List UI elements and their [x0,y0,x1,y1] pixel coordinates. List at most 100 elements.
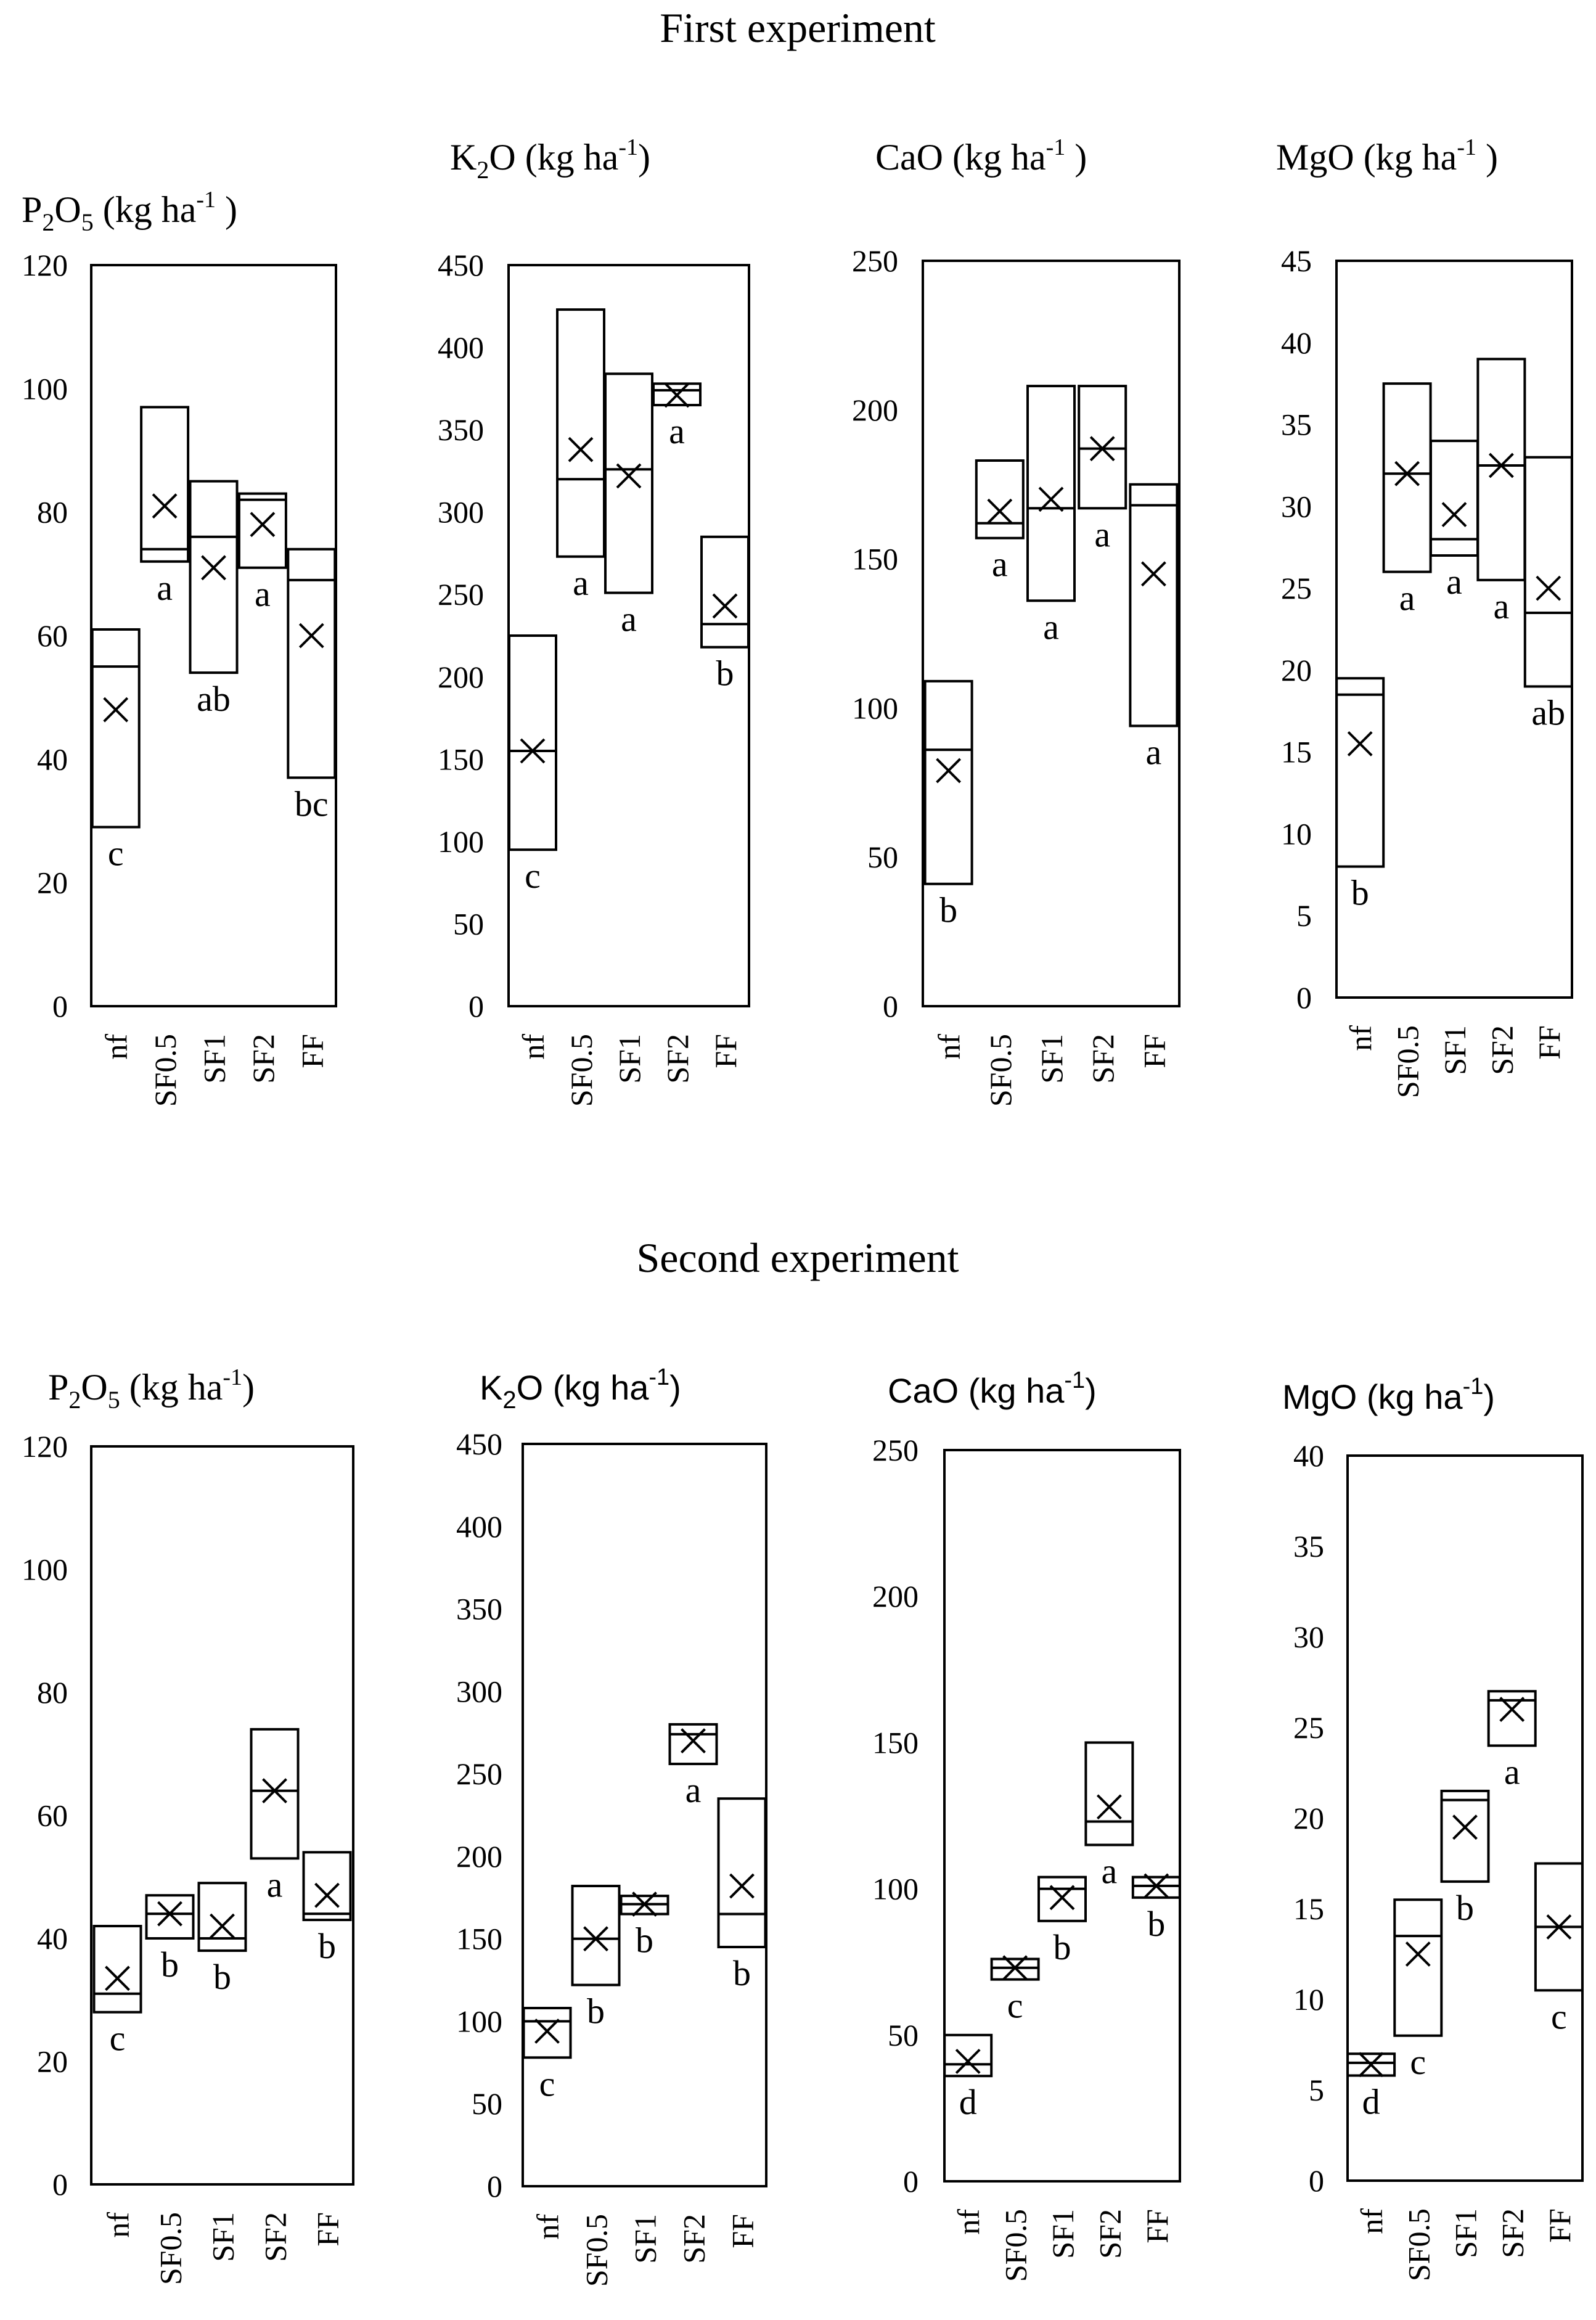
y-tick-label: 0 [883,989,898,1023]
y-tick-label: 20 [37,866,68,900]
box-FF [717,1797,767,1949]
x-category-label: SF0.5 [999,2209,1033,2282]
y-tick-label: 250 [438,577,484,612]
x-category-label: SF0.5 [1401,2208,1436,2281]
panel-title: P2O5 (kg ha-1) [48,1364,255,1414]
y-tick-label: 20 [1281,653,1312,687]
y-tick-label: 0 [1296,980,1312,1015]
panels: P2O5 (kg ha-1 )020406080100120cnfaSF0.5a… [22,134,1584,2287]
significance-letter: a [992,544,1008,584]
y-tick-label: 100 [872,1872,919,1906]
experiment1-title: First experiment [660,4,936,51]
box-nf [508,634,557,851]
x-category-label: SF2 [258,2212,293,2262]
x-category-label: FF [311,2212,345,2247]
x-category-label: nf [1343,1025,1378,1051]
x-category-label: SF1 [1046,2209,1080,2259]
mean-marker [1089,436,1115,462]
significance-letter: a [1504,1752,1520,1792]
x-category-label: SF1 [1449,2208,1483,2258]
panel-title: CaO (kg ha-1 ) [875,134,1087,178]
box-FF [1131,1875,1181,1899]
x-category-label: SF2 [660,1034,695,1084]
y-tick-label: 40 [37,742,68,776]
significance-letter: c [108,834,124,874]
plot-frame [943,1449,1181,2183]
box-FF [287,547,337,779]
box-SF0.5 [556,308,605,558]
mean-marker [664,382,690,408]
significance-letter: a [157,568,173,608]
mean-marker [1488,453,1514,478]
significance-letter: a [1399,578,1415,618]
plot-frame [1335,260,1573,999]
box-FF [1523,456,1573,688]
mean-marker [1499,1697,1525,1723]
box-SF2 [1487,1690,1537,1747]
x-category-label: nf [951,2209,986,2235]
mean-marker [936,758,962,784]
significance-letter: c [1007,1986,1023,2026]
box-SF0.5 [975,459,1025,539]
y-tick-label: 350 [456,1592,502,1626]
box-SF1 [189,480,239,674]
y-tick-label: 200 [438,660,484,694]
x-category-label: FF [1137,1034,1171,1068]
y-tick-label: 40 [1281,326,1312,360]
x-category-label: SF1 [206,2212,240,2262]
y-tick-label: 10 [1281,816,1312,851]
y-tick-label: 350 [438,412,484,447]
chart-panel-2: K2O (kg ha-1) 0 50 100 150 200 250 300 350 400 450… [438,134,750,1107]
x-category-label: SF2 [1484,1025,1519,1075]
box-nf [1346,2052,1396,2077]
significance-letter: a [1494,586,1510,626]
significance-letter: a [1043,607,1059,647]
panel-title: MgO (kg ha-1 ) [1276,134,1498,178]
y-tick-label: 50 [867,840,898,874]
y-tick-label: 5 [1296,898,1312,933]
y-tick-label: 120 [22,248,68,282]
significance-letter: b [636,1920,653,1961]
x-category-label: nf [516,1034,550,1060]
y-tick-label: 250 [872,1433,919,1467]
mean-marker [105,1965,130,1991]
significance-letter: b [318,1926,336,1966]
box-SF2 [1476,358,1526,581]
box-nf [923,679,973,885]
mean-marker [1049,1885,1075,1911]
y-tick-label: 20 [37,2044,68,2079]
y-tick-label: 100 [852,691,898,725]
y-tick-label: 15 [1281,735,1312,769]
mean-marker [616,463,642,489]
y-tick-label: 150 [456,1922,502,1956]
x-category-label: FF [1542,2208,1577,2243]
chart-panel-8: MgO (kg ha-1) 0 5 10 15 20 25 30 35 40 d nf c SF0.5 b S… [1282,1374,1584,2281]
box-SF2 [237,492,287,569]
y-tick-label: 60 [37,618,68,653]
x-category-label: SF0.5 [564,1034,599,1107]
mean-marker [1347,731,1373,756]
x-category-label: SF0.5 [148,1034,182,1107]
significance-letter: b [213,1957,231,1997]
mean-marker [583,1926,608,1952]
x-category-label: SF2 [677,2214,711,2264]
y-tick-label: 30 [1293,1620,1324,1654]
y-tick-label: 0 [52,2167,68,2202]
mean-marker [157,1901,182,1927]
y-tick-label: 400 [438,330,484,365]
box-FF [302,1851,352,1922]
significance-letter: b [1054,1927,1071,1967]
mean-marker [729,1873,755,1899]
mean-marker [987,498,1013,524]
y-tick-label: 25 [1293,1710,1324,1745]
x-category-label: SF2 [1092,2209,1127,2259]
x-category-label: SF2 [1086,1034,1120,1084]
x-category-label: SF1 [1034,1034,1069,1084]
significance-letter: b [716,654,734,694]
significance-letter: a [1446,562,1462,602]
mean-marker [568,437,594,462]
box-SF2 [668,1723,718,1766]
mean-marker [103,697,129,723]
y-tick-label: 50 [453,906,484,941]
box-nf [1335,677,1385,868]
